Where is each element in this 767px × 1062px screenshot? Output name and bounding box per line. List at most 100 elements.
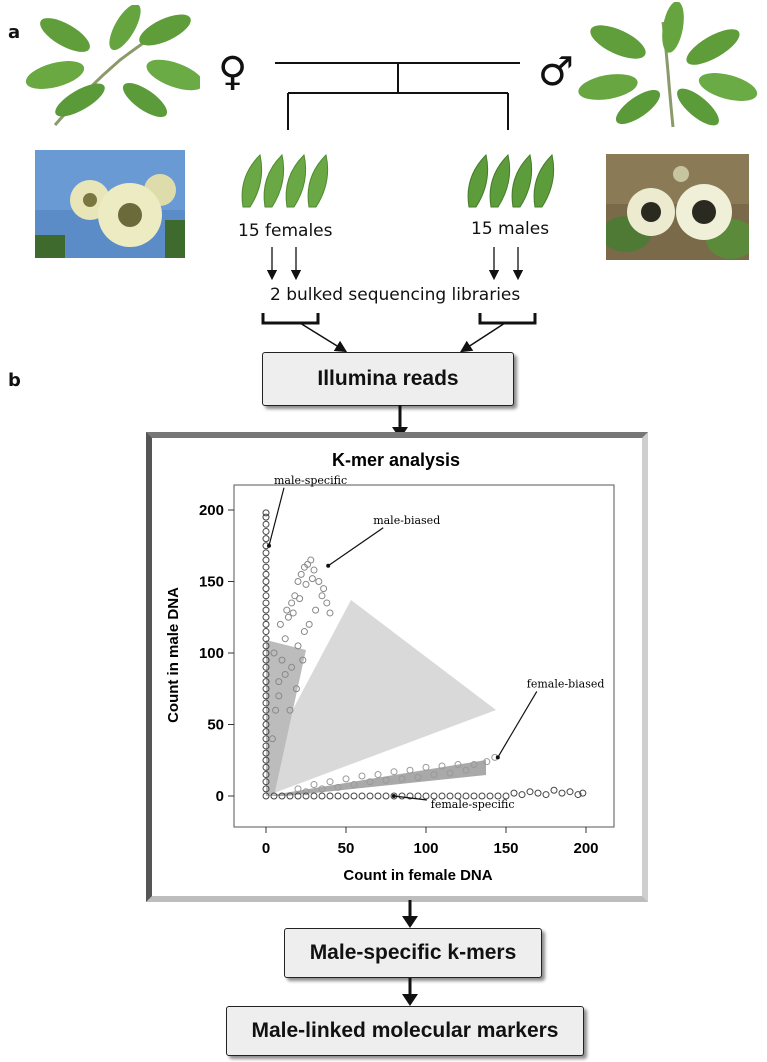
dense-cloud (266, 600, 496, 796)
data-point-female-biased (358, 772, 366, 780)
data-point-female-specific (342, 792, 350, 800)
data-point-female-specific (430, 792, 438, 800)
data-point-female-specific (350, 792, 358, 800)
data-point-male-specific (262, 592, 270, 600)
data-point-male-specific (262, 706, 270, 714)
data-point-female-specific (294, 792, 302, 800)
data-point-female-specific (486, 792, 494, 800)
data-point-female-specific (310, 792, 318, 800)
data-point-male-specific (262, 656, 270, 664)
data-point-male-biased (312, 606, 320, 614)
plot-area (233, 484, 615, 828)
data-point-female-biased (422, 763, 430, 771)
data-point-female-biased (302, 788, 310, 796)
annotation-arrowhead (267, 543, 271, 548)
cross-bracket (275, 62, 520, 130)
arrow-kmer-to-malespecific (402, 900, 418, 928)
data-point-male-specific (262, 663, 270, 671)
annotation-leader (327, 527, 384, 567)
data-point-male-specific (262, 778, 270, 786)
data-point-male-specific (262, 535, 270, 543)
annotation-leader (393, 795, 427, 801)
dense-female-band (266, 760, 486, 796)
female-group-label: 15 females (238, 221, 333, 241)
panel-label-b: b (8, 370, 21, 391)
data-point-female-biased (470, 761, 478, 769)
annotation-arrowhead (326, 563, 331, 568)
data-point-male-specific (262, 692, 270, 700)
data-point-male-specific (262, 749, 270, 757)
male-symbol: ♂ (538, 49, 574, 95)
data-point-female-biased (406, 766, 414, 774)
data-point-female-specific (406, 792, 414, 800)
data-point-female-specific (518, 791, 526, 799)
data-point-male-biased (307, 556, 315, 564)
data-point-female-specific (454, 792, 462, 800)
data-point-female-specific (550, 786, 558, 794)
female-leaf-group (241, 154, 329, 208)
data-point-female-biased (390, 768, 398, 776)
data-point-male-specific (262, 620, 270, 628)
data-point-male-specific (262, 520, 270, 528)
data-point-female-biased (430, 771, 438, 779)
data-point-male-specific (262, 670, 270, 678)
data-point-male-biased (276, 620, 284, 628)
library-arrows (261, 247, 537, 353)
data-point-female-biased (446, 769, 454, 777)
data-point-male-biased (296, 595, 304, 603)
data-point-female-specific (494, 792, 502, 800)
data-point-male-biased (284, 613, 292, 621)
data-point-male-biased (289, 609, 297, 617)
chart-title: K-mer analysis (332, 450, 460, 470)
data-point-male-specific (262, 678, 270, 686)
annotation-label: female-biased (527, 677, 605, 690)
data-point-male-specific (262, 563, 270, 571)
data-point-male-biased (318, 592, 326, 600)
data-point-male-specific (262, 721, 270, 728)
data-point-female-biased (326, 778, 334, 786)
data-point-female-specific (470, 792, 478, 800)
data-point-male-specific (262, 570, 270, 578)
data-point-female-biased (342, 775, 350, 783)
data-point-female-biased (462, 766, 470, 774)
data-point-male-biased (288, 599, 296, 607)
data-point-female-specific (422, 792, 430, 800)
data-point-male-specific (262, 649, 270, 657)
data-point-female-specific (534, 789, 542, 797)
data-point-male-biased (320, 585, 328, 593)
data-point-male-specific (262, 742, 270, 750)
data-point-male-biased (299, 656, 307, 664)
dense-male-band (266, 640, 306, 796)
data-point-male-specific (262, 642, 270, 650)
x-tick-label: 0 (262, 840, 270, 857)
data-point-female-specific (579, 789, 587, 797)
annotation-label: male-biased (373, 514, 440, 527)
data-point-female-biased (310, 781, 318, 789)
data-point-female-biased (382, 776, 390, 784)
data-point-male-biased (281, 635, 289, 643)
data-point-female-specific (270, 792, 278, 800)
female-branch-image (25, 5, 200, 126)
data-point-male-biased (323, 599, 331, 607)
data-point-female-specific (326, 792, 334, 800)
data-point-male-specific (262, 785, 270, 793)
data-point-male-biased (315, 578, 323, 585)
annotation-arrowhead (495, 755, 500, 760)
data-point-female-specific (398, 792, 406, 800)
data-point-female-biased (454, 761, 462, 769)
annotation-label: female-specific (431, 798, 515, 811)
male-specific-kmers-box: Male-specific k-mers (284, 928, 542, 978)
data-point-male-specific (262, 628, 270, 636)
data-point-male-specific (262, 509, 270, 517)
data-point-male-specific (262, 613, 270, 621)
data-point-female-biased (334, 783, 342, 791)
data-point-male-specific (262, 699, 270, 707)
y-tick-label: 150 (199, 574, 224, 591)
data-point-male-biased (270, 649, 278, 657)
x-tick-label: 50 (338, 840, 355, 857)
data-point-male-specific (262, 599, 270, 607)
data-point-female-specific (542, 791, 550, 799)
data-point-male-biased (302, 580, 310, 588)
data-point-male-biased (268, 735, 276, 743)
y-tick-label: 50 (207, 717, 224, 734)
